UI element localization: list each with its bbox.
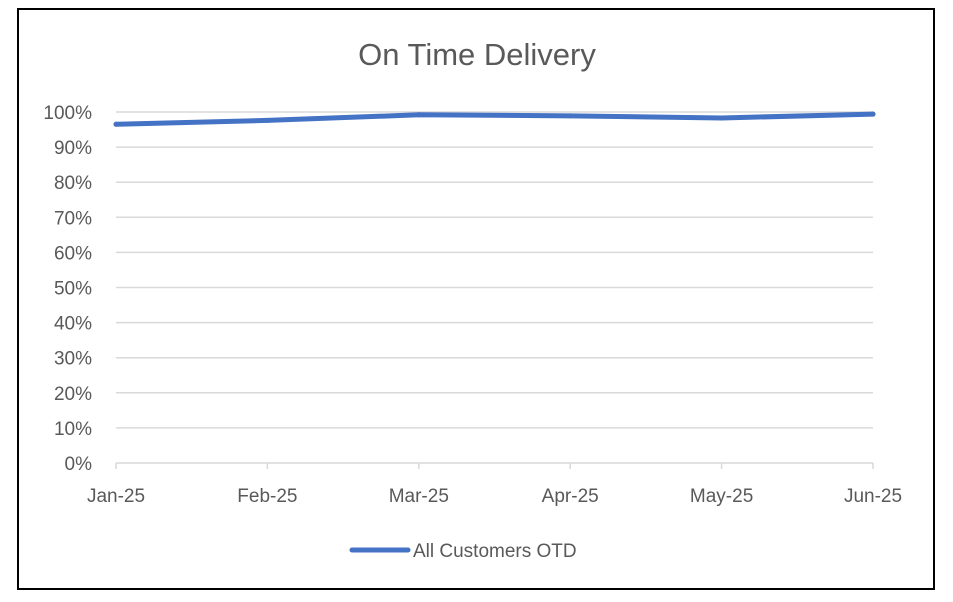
x-tick-label: May-25 — [690, 486, 753, 507]
data-point — [416, 112, 422, 118]
x-tick-label: Feb-25 — [237, 486, 297, 507]
data-point — [567, 113, 573, 119]
legend: All Customers OTD — [349, 541, 577, 562]
data-point — [264, 117, 270, 123]
x-axis-ticks: Jan-25 Feb-25 Mar-25 Apr-25 May-25 Jun-25 — [87, 463, 902, 507]
y-tick-label: 100% — [43, 103, 92, 124]
y-tick-label: 0% — [65, 454, 93, 475]
x-tick-label: Mar-25 — [389, 486, 449, 507]
chart-title: On Time Delivery — [358, 37, 596, 72]
chart-frame — [17, 8, 935, 590]
data-point — [870, 111, 876, 117]
data-point — [113, 121, 119, 127]
y-tick-label: 60% — [54, 243, 92, 264]
y-tick-label: 10% — [54, 419, 92, 440]
x-tick-label: Jan-25 — [87, 486, 145, 507]
data-point — [719, 115, 725, 121]
y-tick-label: 50% — [54, 279, 92, 300]
gridlines — [116, 111, 873, 429]
y-tick-label: 30% — [54, 349, 92, 370]
y-tick-label: 80% — [54, 173, 92, 194]
x-tick-label: Apr-25 — [542, 486, 599, 507]
y-tick-label: 40% — [54, 314, 92, 335]
series-line — [113, 111, 876, 127]
y-tick-label: 20% — [54, 384, 92, 405]
y-tick-label: 70% — [54, 208, 92, 229]
y-tick-label: 90% — [54, 138, 92, 159]
series-group — [113, 111, 876, 127]
x-tick-label: Jun-25 — [844, 486, 902, 507]
legend-label: All Customers OTD — [413, 541, 577, 562]
y-axis-ticks: 0% 10% 20% 30% 40% 50% 60% 70% 80% 90% 100% — [43, 103, 92, 475]
